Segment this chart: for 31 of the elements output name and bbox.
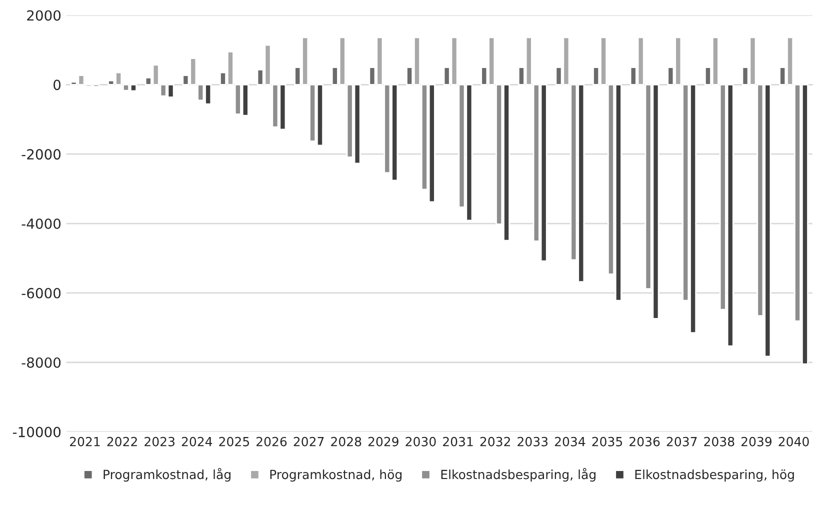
x-tick-label: 2039 — [741, 436, 772, 446]
y-tick-label: 0 — [54, 80, 61, 90]
x-tick-label: 2035 — [592, 436, 622, 446]
legend-label: Programkostnad, låg — [104, 468, 230, 482]
y-tick-label: -4000 — [22, 218, 61, 229]
x-tick-label: 2021 — [70, 436, 100, 446]
x-tick-label: 2023 — [144, 436, 174, 446]
x-tick-label: 2033 — [518, 436, 548, 446]
x-tick-label: 2030 — [406, 436, 436, 446]
legend-label: Elkostnadsbesparing, hög — [635, 470, 794, 482]
x-tick-label: 2034 — [554, 436, 586, 446]
x-tick-label: 2038 — [704, 436, 734, 446]
y-tick-label: 2000 — [27, 10, 61, 21]
x-tick-label: 2028 — [331, 436, 362, 446]
x-tick-label: 2029 — [368, 436, 398, 446]
y-tick-label: -6000 — [22, 288, 61, 298]
legend-label: Programkostnad, hög — [270, 470, 402, 482]
y-tick-label: -10000 — [12, 426, 61, 438]
x-tick-label: 2025 — [219, 436, 250, 446]
x-tick-label: 2032 — [480, 436, 510, 446]
x-tick-label: 2036 — [630, 436, 660, 446]
x-tick-label: 2027 — [294, 436, 324, 446]
x-tick-label: 2040 — [778, 436, 809, 446]
x-tick-label: 2037 — [666, 436, 697, 446]
legend-label: Elkostnadsbesparing, låg — [441, 468, 596, 482]
x-tick-label: 2024 — [182, 436, 212, 446]
x-tick-label: 2022 — [107, 436, 137, 446]
x-tick-label: 2026 — [256, 436, 287, 446]
y-tick-label: -8000 — [22, 357, 61, 368]
x-tick-label: 2031 — [443, 436, 473, 446]
y-tick-label: -2000 — [22, 149, 61, 160]
